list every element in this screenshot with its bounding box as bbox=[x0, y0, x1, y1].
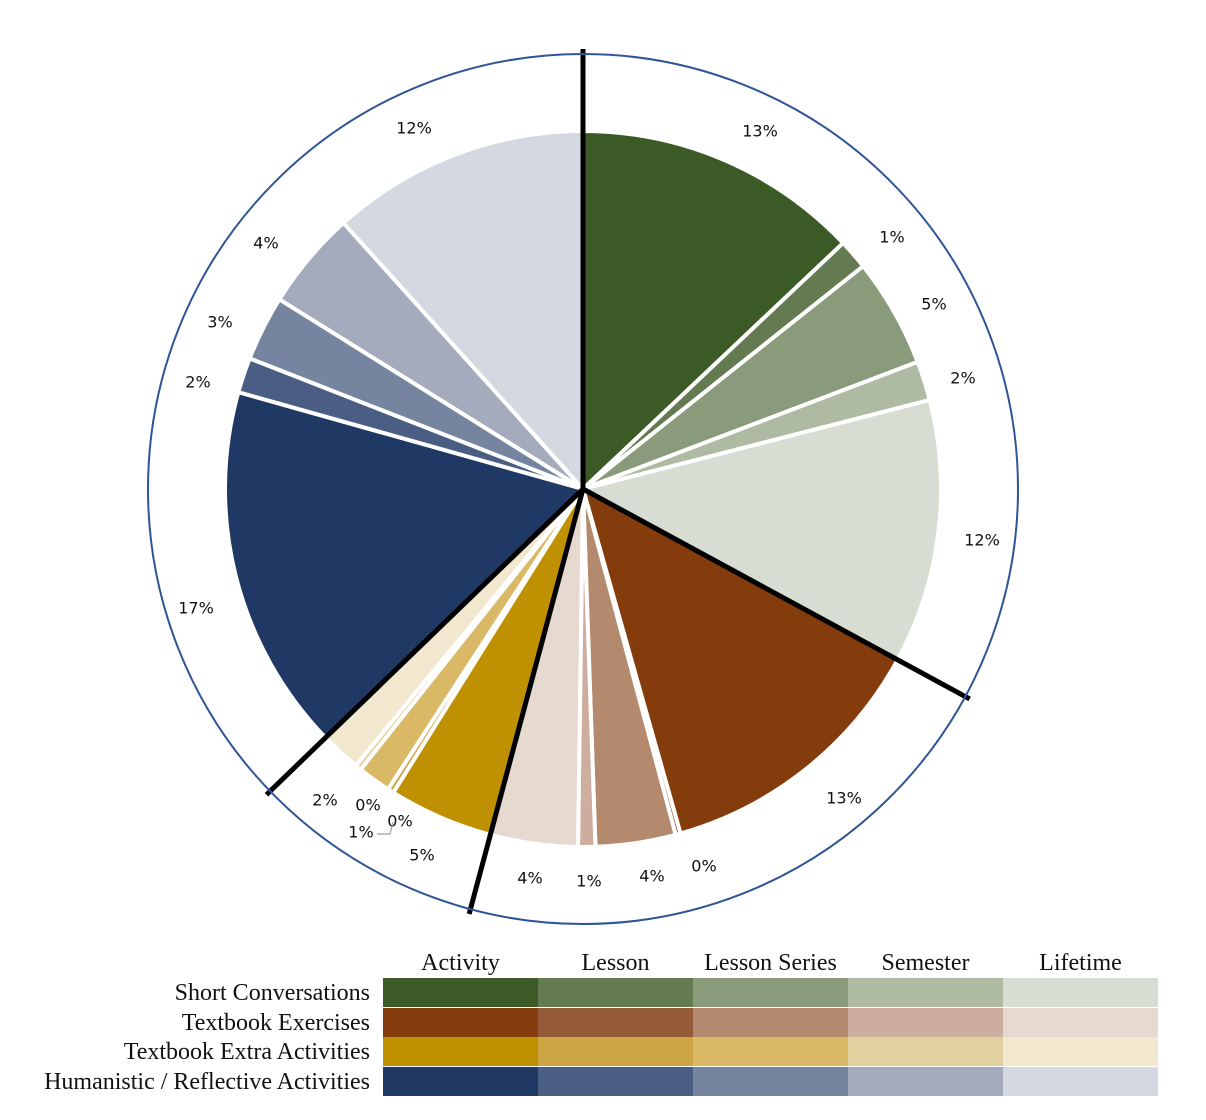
legend-col-activity: Activity bbox=[421, 950, 500, 976]
legend-swatch-humanistic-reflective-activities-semester bbox=[848, 1066, 1003, 1096]
legend-swatch-textbook-exercises-activity bbox=[383, 1007, 538, 1037]
legend-swatch-textbook-extra-activities-lesson-series bbox=[693, 1037, 848, 1066]
legend-swatch-textbook-extra-activities-lesson bbox=[538, 1037, 693, 1066]
legend: Activity Lesson Lesson Series Semester Lifet… bbox=[0, 948, 1206, 1108]
label-textbook-extra-activities-lifetime: 2% bbox=[312, 791, 337, 810]
legend-swatch-short-conversations-activity bbox=[383, 978, 538, 1007]
slice-labels: 13% 1% 5% 2% 12% 13% 0% 4% 1% 4% 5% 0% 1% 0% 2% 17% 2% 3%… bbox=[178, 119, 1000, 891]
legend-swatch-humanistic-reflective-activities-activity bbox=[383, 1066, 538, 1096]
group-divider-2 bbox=[466, 488, 586, 915]
label-humanistic-reflective-activities-lesson: 2% bbox=[185, 373, 210, 392]
group-dividers bbox=[264, 49, 971, 915]
legend-swatch-textbook-exercises-lesson bbox=[538, 1007, 693, 1037]
label-short-conversations-lesson-series: 5% bbox=[921, 295, 946, 314]
legend-swatch-short-conversations-lesson bbox=[538, 978, 693, 1007]
label-short-conversations-lifetime: 12% bbox=[964, 531, 1000, 550]
legend-swatch-textbook-extra-activities-lifetime bbox=[1003, 1037, 1158, 1066]
legend-swatch-short-conversations-lifetime bbox=[1003, 978, 1158, 1007]
legend-row-textbook-extra-activities: Textbook Extra Activities bbox=[123, 1039, 370, 1065]
legend-col-lesson-series: Lesson Series bbox=[704, 950, 837, 976]
legend-swatch-humanistic-reflective-activities-lesson bbox=[538, 1066, 693, 1096]
slice-short-conversations-lifetime bbox=[581, 397, 943, 662]
label-humanistic-reflective-activities-activity: 17% bbox=[178, 599, 214, 618]
legend-row-textbook-exercises: Textbook Exercises bbox=[181, 1009, 370, 1036]
label-textbook-exercises-semester: 1% bbox=[576, 872, 601, 891]
label-short-conversations-activity: 13% bbox=[742, 122, 778, 141]
legend-col-semester: Semester bbox=[881, 950, 970, 976]
slice-textbook-exercises-activity bbox=[581, 487, 900, 836]
label-textbook-exercises-lifetime: 4% bbox=[517, 869, 542, 888]
outer-ring bbox=[147, 53, 1019, 925]
label-short-conversations-lesson: 1% bbox=[879, 228, 904, 247]
label-textbook-extra-activities-lesson: 0% bbox=[387, 812, 412, 831]
pie-chart: 13% 1% 5% 2% 12% 13% 0% 4% 1% 4% 5% 0% 1% 0% 2% 17% 2% 3%… bbox=[147, 49, 1019, 925]
label-textbook-extra-activities-semester: 0% bbox=[355, 796, 380, 815]
label-textbook-extra-activities-activity: 5% bbox=[409, 846, 434, 865]
slice-short-conversations-activity bbox=[581, 129, 846, 491]
legend-swatch-textbook-exercises-semester bbox=[848, 1007, 1003, 1037]
legend-swatch-short-conversations-semester bbox=[848, 978, 1003, 1007]
legend-col-lifetime: Lifetime bbox=[1039, 950, 1122, 976]
label-textbook-exercises-lesson: 0% bbox=[691, 857, 716, 876]
legend-swatch-textbook-extra-activities-activity bbox=[383, 1037, 538, 1066]
legend-row-short-conversations: Short Conversations bbox=[174, 980, 370, 1006]
label-humanistic-reflective-activities-lifetime: 12% bbox=[396, 119, 432, 138]
label-textbook-exercises-activity: 13% bbox=[826, 789, 862, 808]
label-short-conversations-semester: 2% bbox=[950, 369, 975, 388]
slice-humanistic-reflective-activities-activity bbox=[223, 390, 585, 740]
legend-swatch-textbook-extra-activities-semester bbox=[848, 1037, 1003, 1066]
legend-swatch-humanistic-reflective-activities-lesson-series bbox=[693, 1066, 848, 1096]
group-divider-3 bbox=[264, 487, 585, 797]
group-divider-1 bbox=[581, 486, 971, 702]
legend-swatch-textbook-exercises-lesson-series bbox=[693, 1007, 848, 1037]
legend-col-lesson: Lesson bbox=[581, 950, 650, 976]
legend-swatch-short-conversations-lesson-series bbox=[693, 978, 848, 1007]
label-textbook-extra-activities-lesson-series: 1% bbox=[348, 823, 373, 842]
legend-swatch-humanistic-reflective-activities-lifetime bbox=[1003, 1066, 1158, 1096]
label-textbook-exercises-lesson-series: 4% bbox=[639, 867, 664, 886]
legend-swatch-textbook-exercises-lifetime bbox=[1003, 1007, 1158, 1037]
label-humanistic-reflective-activities-lesson-series: 3% bbox=[207, 313, 232, 332]
slice-humanistic-reflective-activities-lifetime bbox=[341, 129, 585, 491]
label-leader-line bbox=[377, 821, 394, 835]
label-humanistic-reflective-activities-semester: 4% bbox=[253, 234, 278, 253]
legend-row-humanistic-reflective-activities: Humanistic / Reflective Activities bbox=[44, 1068, 370, 1095]
